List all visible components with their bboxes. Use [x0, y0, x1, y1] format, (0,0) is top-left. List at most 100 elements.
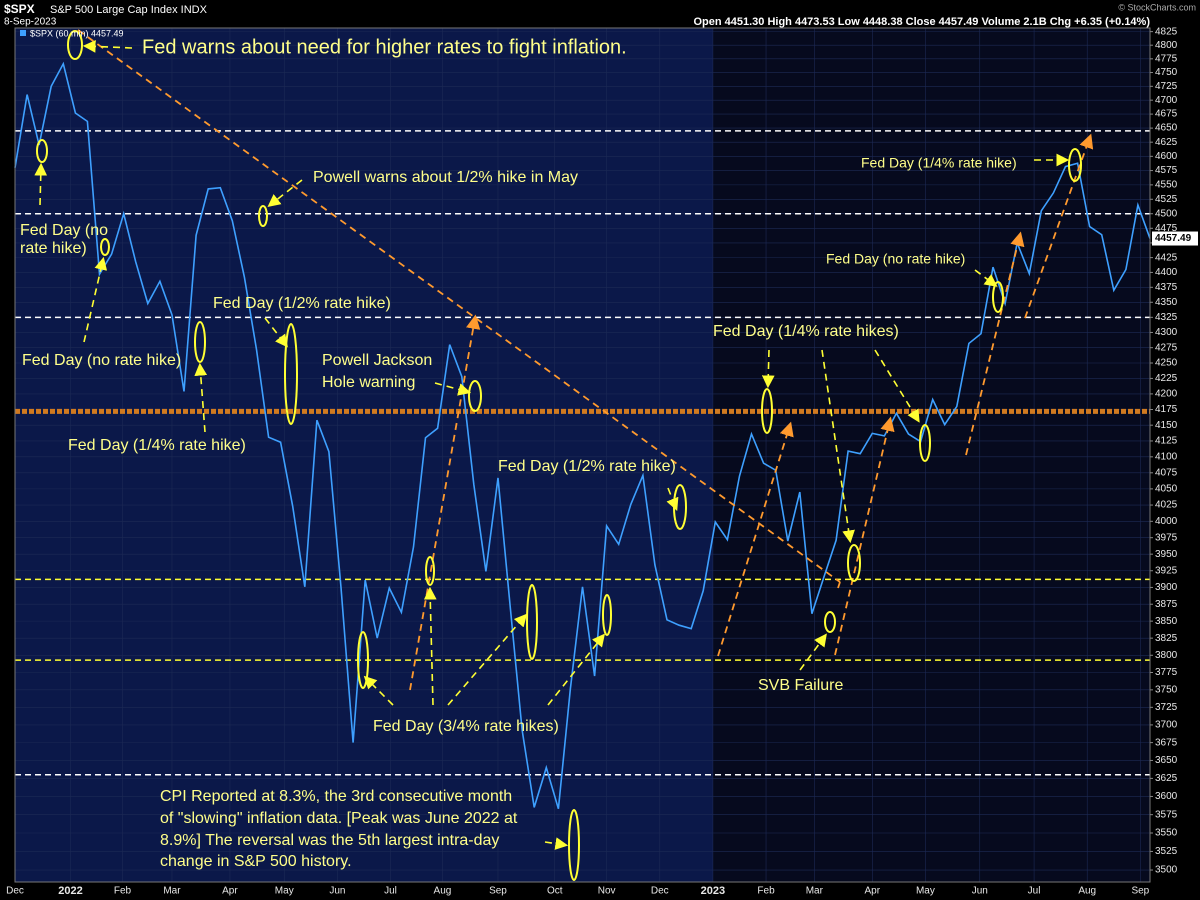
x-tick-label: Jun: [329, 886, 345, 897]
date: 8-Sep-2023: [4, 17, 57, 28]
y-tick-label: 4475: [1155, 223, 1178, 234]
quote: Open 4451.30 High 4473.53 Low 4448.38 Cl…: [693, 16, 1150, 28]
y-tick-label: 3725: [1155, 702, 1178, 713]
symbol: $SPX: [4, 2, 35, 16]
y-tick-label: 3525: [1155, 846, 1178, 857]
x-tick-label: Dec: [651, 886, 669, 897]
y-tick-label: 4575: [1155, 165, 1178, 176]
x-tick-label: Apr: [222, 886, 238, 897]
x-tick-label: Feb: [757, 886, 775, 897]
x-tick-label: Jul: [384, 886, 397, 897]
x-tick-label: Feb: [114, 886, 132, 897]
legend-swatch: [20, 30, 26, 36]
y-tick-label: 4225: [1155, 373, 1178, 384]
y-tick-label: 4400: [1155, 267, 1178, 278]
y-tick-label: 3625: [1155, 773, 1178, 784]
annotation: change in S&P 500 history.: [160, 853, 352, 870]
price-line: [14, 61, 1151, 810]
plot-frame: [14, 27, 1151, 883]
x-tick-label: 2022: [58, 885, 82, 897]
x-tick-label: Apr: [865, 886, 881, 897]
y-tick-label: 3700: [1155, 720, 1178, 731]
y-tick-label: 3775: [1155, 667, 1178, 678]
x-tick-label: Dec: [6, 886, 24, 897]
annotation: Fed Day (no rate hike): [22, 352, 181, 369]
last-price-label: 4457.49: [1155, 233, 1192, 244]
y-tick-label: 4050: [1155, 484, 1178, 495]
annotation: Fed Day (1/4% rate hike): [68, 437, 246, 454]
x-tick-label: Sep: [489, 886, 507, 897]
annotation: Hole warning: [322, 374, 415, 391]
x-tick-label: May: [275, 886, 294, 897]
y-tick-label: 3850: [1155, 616, 1178, 627]
annotation: rate hike): [20, 240, 87, 257]
y-tick-label: 4775: [1155, 53, 1178, 64]
y-tick-label: 4650: [1155, 123, 1178, 134]
annotation: Powell warns about 1/2% hike in May: [313, 169, 578, 186]
y-tick-label: 3800: [1155, 650, 1178, 661]
annotation: of "slowing" inflation data. [Peak was J…: [160, 810, 518, 827]
y-tick-label: 4200: [1155, 389, 1178, 400]
y-tick-label: 4300: [1155, 327, 1178, 338]
y-tick-label: 4000: [1155, 516, 1178, 527]
y-tick-label: 3925: [1155, 565, 1178, 576]
y-tick-label: 3575: [1155, 809, 1178, 820]
y-tick-label: 4725: [1155, 81, 1178, 92]
y-tick-label: 3750: [1155, 685, 1178, 696]
y-tick-label: 4100: [1155, 451, 1178, 462]
y-tick-label: 4275: [1155, 342, 1178, 353]
y-tick-label: 3975: [1155, 532, 1178, 543]
y-tick-label: 4825: [1155, 26, 1178, 37]
last-price-box: [1152, 231, 1198, 246]
x-tick-label: Aug: [1078, 886, 1096, 897]
y-tick-label: 4350: [1155, 297, 1178, 308]
annotation: Fed warns about need for higher rates to…: [142, 36, 627, 58]
y-tick-label: 4525: [1155, 194, 1178, 205]
y-tick-label: 4625: [1155, 137, 1178, 148]
annotation: Fed Day (1/2% rate hike): [213, 295, 391, 312]
annotation: CPI Reported at 8.3%, the 3rd consecutiv…: [160, 788, 512, 805]
y-tick-label: 4675: [1155, 109, 1178, 120]
credit: © StockCharts.com: [1118, 2, 1196, 12]
index-name: S&P 500 Large Cap Index INDX: [50, 4, 208, 16]
annotations: Fed warns about need for higher rates to…: [20, 36, 1017, 870]
y-tick-label: 4750: [1155, 67, 1178, 78]
annotation: Fed Day (3/4% rate hikes): [373, 718, 559, 735]
legend-entry: $SPX (60 min) 4457.49: [30, 28, 124, 38]
y-tick-label: 3875: [1155, 599, 1178, 610]
y-tick-label: 4500: [1155, 208, 1178, 219]
annotation: Fed Day (1/2% rate hike): [498, 458, 676, 475]
y-tick-label: 4025: [1155, 500, 1178, 511]
x-tick-label: Nov: [598, 886, 616, 897]
y-tick-label: 3500: [1155, 865, 1178, 876]
y-tick-label: 4125: [1155, 436, 1178, 447]
annotation: Fed Day (1/4% rate hike): [861, 155, 1017, 171]
y-tick-label: 4075: [1155, 467, 1178, 478]
annotation: Fed Day (no rate hike): [826, 251, 965, 267]
y-tick-label: 3825: [1155, 633, 1178, 644]
annotation: 8.9%] The reversal was the 5th largest i…: [160, 832, 499, 849]
y-tick-label: 4375: [1155, 282, 1178, 293]
y-tick-label: 3550: [1155, 828, 1178, 839]
y-tick-label: 4800: [1155, 40, 1178, 51]
y-tick-label: 3650: [1155, 755, 1178, 766]
annotation: Fed Day (no: [20, 222, 108, 239]
y-tick-label: 4550: [1155, 180, 1178, 191]
y-tick-label: 4700: [1155, 95, 1178, 106]
y-tick-label: 3675: [1155, 737, 1178, 748]
x-tick-label: Sep: [1131, 886, 1149, 897]
trendlines: [77, 29, 1094, 691]
y-tick-label: 3600: [1155, 791, 1178, 802]
y-tick-label: 4150: [1155, 420, 1178, 431]
annotation: Fed Day (1/4% rate hikes): [713, 323, 899, 340]
annotation: SVB Failure: [758, 677, 843, 694]
y-tick-label: 4175: [1155, 404, 1178, 415]
y-tick-label: 4425: [1155, 252, 1178, 263]
x-tick-label: Oct: [547, 886, 563, 897]
x-tick-label: May: [916, 886, 935, 897]
x-tick-label: Mar: [163, 886, 181, 897]
x-tick-label: Jun: [972, 886, 988, 897]
annotation-arrows: [34, 40, 1070, 850]
y-tick-label: 4250: [1155, 358, 1178, 369]
x-tick-label: Jul: [1028, 886, 1041, 897]
